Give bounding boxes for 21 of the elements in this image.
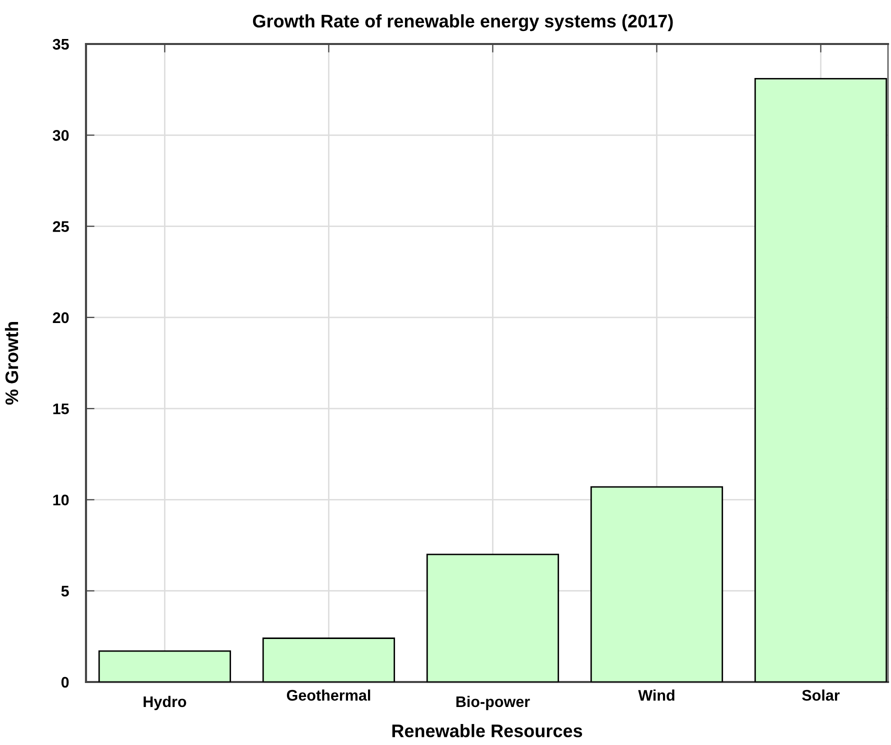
- bar: [426, 554, 560, 682]
- y-tick-label: 25: [52, 221, 69, 232]
- bar: [754, 78, 888, 682]
- x-tick-label: Hydro: [144, 696, 186, 710]
- chart-title: Growth Rate of renewable energy systems (2017): [252, 14, 673, 32]
- y-tick-label: 5: [61, 586, 69, 597]
- bar: [262, 638, 396, 682]
- y-axis-title: % Growth: [4, 322, 18, 405]
- y-tick-label: 0: [61, 676, 69, 688]
- x-tick-label: Wind: [638, 690, 674, 701]
- x-tick-label: Solar: [802, 690, 840, 701]
- x-tick-label: Bio-power: [456, 696, 530, 710]
- bar: [98, 650, 232, 682]
- y-tick-label: 20: [52, 312, 69, 324]
- y-tick-label: 15: [53, 404, 69, 414]
- x-axis-title: Renewable Resources: [392, 724, 582, 738]
- y-tick-label: 10: [53, 494, 69, 506]
- y-tick-label: 35: [52, 38, 69, 50]
- y-tick-label: 30: [52, 130, 69, 141]
- bar: [590, 486, 724, 682]
- x-tick-label: Geothermal: [286, 690, 370, 701]
